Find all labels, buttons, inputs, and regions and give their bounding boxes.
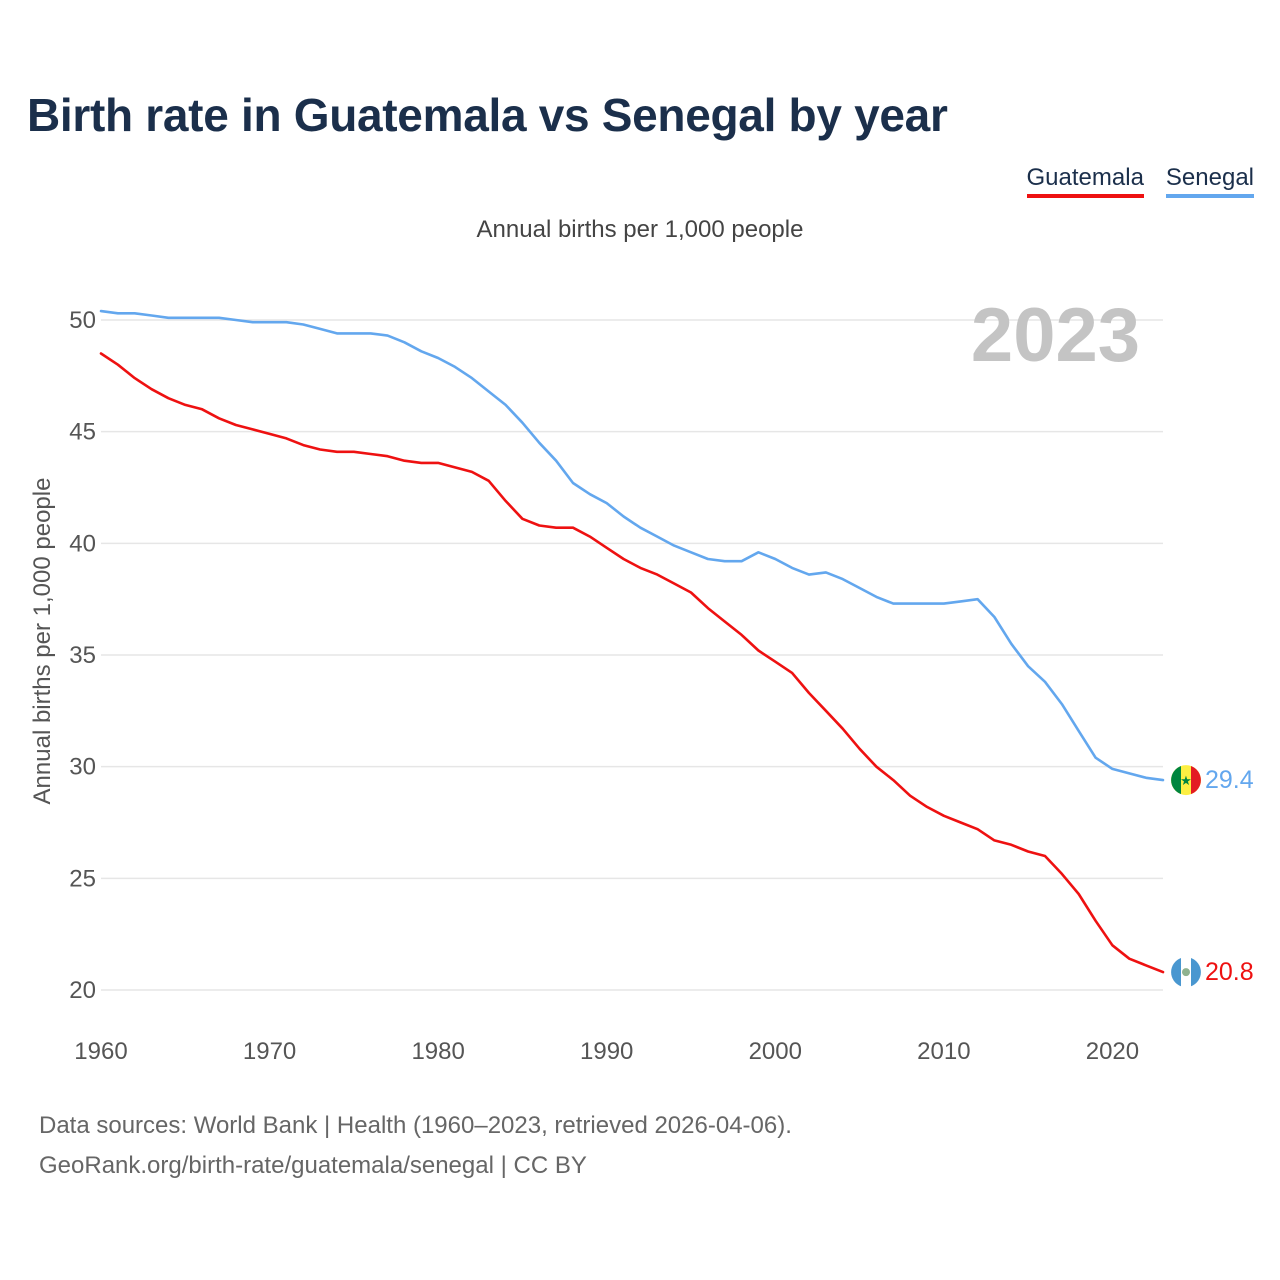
source-line-2[interactable]: GeoRank.org/birth-rate/guatemala/senegal… xyxy=(39,1152,587,1179)
y-axis-ticks: 20 25 30 35 40 45 50 xyxy=(69,307,96,1004)
x-tick-label-2000: 2000 xyxy=(749,1038,802,1065)
gridlines xyxy=(101,319,1163,991)
source-line-1: Data sources: World Bank | Health (1960–… xyxy=(39,1112,792,1139)
x-tick-label-1970: 1970 xyxy=(243,1038,296,1065)
flag-senegal-icon: ★ xyxy=(1171,765,1201,796)
y-tick-label-45: 45 xyxy=(69,419,96,446)
legend: Guatemala Senegal xyxy=(1026,164,1254,198)
chart-title: Birth rate in Guatemala vs Senegal by ye… xyxy=(27,89,948,141)
y-tick-label-25: 25 xyxy=(69,865,96,892)
x-tick-label-2020: 2020 xyxy=(1086,1038,1139,1065)
x-tick-label-2010: 2010 xyxy=(917,1038,970,1065)
end-markers: 20.8 ★ 29.4 xyxy=(1171,765,1254,988)
series-line-guatemala xyxy=(99,352,1165,974)
flag-guatemala-icon xyxy=(1171,957,1201,988)
y-tick-label-35: 35 xyxy=(69,642,96,669)
chart-subtitle: Annual births per 1,000 people xyxy=(476,216,804,243)
series-line-senegal xyxy=(99,309,1165,782)
x-axis-ticks: 1960 1970 1980 1990 2000 2010 2020 xyxy=(74,1038,1139,1065)
legend-item-guatemala[interactable]: Guatemala xyxy=(1026,164,1144,198)
svg-text:★: ★ xyxy=(1180,774,1192,789)
y-tick-label-50: 50 xyxy=(69,307,96,334)
end-label-senegal: 29.4 xyxy=(1205,766,1254,794)
source-note: Data sources: World Bank | Health (1960–… xyxy=(39,1106,792,1186)
current-year-label: 2023 xyxy=(971,293,1140,378)
x-tick-label-1960: 1960 xyxy=(74,1038,127,1065)
y-tick-label-20: 20 xyxy=(69,977,96,1004)
x-tick-label-1990: 1990 xyxy=(580,1038,633,1065)
end-label-guatemala: 20.8 xyxy=(1205,958,1254,986)
y-tick-label-40: 40 xyxy=(69,530,96,557)
y-tick-label-30: 30 xyxy=(69,754,96,781)
series-lines xyxy=(99,309,1165,974)
x-tick-label-1980: 1980 xyxy=(411,1038,464,1065)
y-axis-label: Annual births per 1,000 people xyxy=(29,478,56,805)
legend-item-senegal[interactable]: Senegal xyxy=(1165,164,1254,198)
